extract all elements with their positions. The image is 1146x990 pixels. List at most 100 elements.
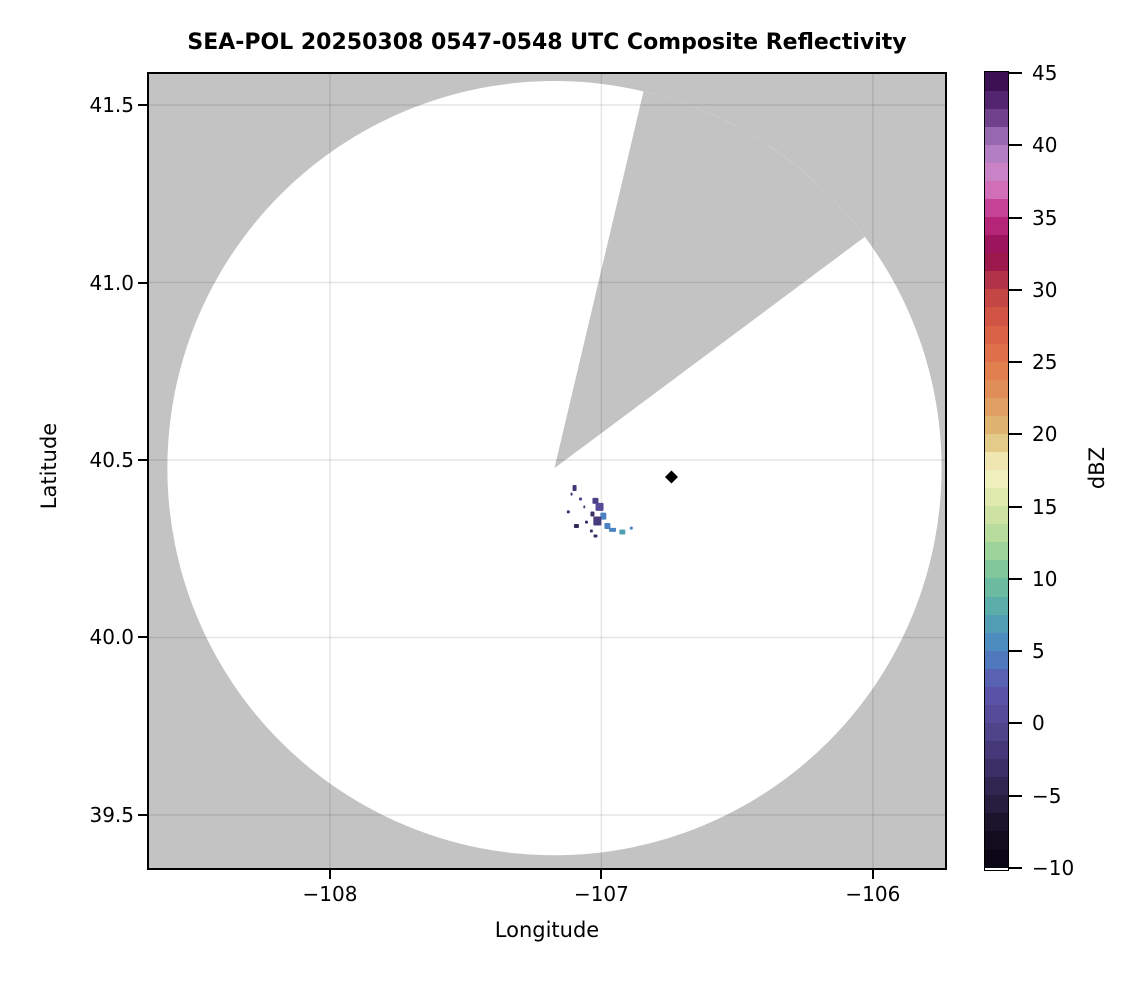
colorbar-tick-label: −10 <box>1032 856 1075 880</box>
y-tick <box>138 104 147 106</box>
colorbar-band <box>985 361 1008 380</box>
colorbar-tick <box>1008 216 1022 219</box>
colorbar-band <box>985 343 1008 362</box>
colorbar-band <box>985 830 1008 850</box>
reflectivity-echo <box>584 520 588 524</box>
colorbar-tick <box>1008 72 1022 74</box>
x-tick-label: −108 <box>302 882 358 906</box>
colorbar-band <box>985 144 1008 163</box>
colorbar-band <box>985 848 1008 868</box>
colorbar-tick-label: 10 <box>1032 566 1058 591</box>
y-tick-label: 40.0 <box>89 625 134 650</box>
colorbar-band <box>985 288 1008 308</box>
x-axis-label: Longitude <box>494 918 600 942</box>
colorbar-tick <box>1008 361 1022 364</box>
chart-title: SEA-POL 20250308 0547-0548 UTC Composite… <box>187 30 907 55</box>
colorbar-band <box>985 379 1008 398</box>
colorbar-band <box>985 812 1008 832</box>
colorbar-tick <box>1008 288 1022 291</box>
y-tick <box>138 636 147 639</box>
colorbar-band <box>985 234 1008 254</box>
colorbar-tick <box>1008 722 1022 725</box>
colorbar-band <box>985 523 1008 543</box>
colorbar-band <box>985 451 1008 471</box>
colorbar-band <box>985 108 1008 127</box>
colorbar-band <box>985 740 1008 760</box>
reflectivity-echo <box>589 529 593 533</box>
reflectivity-echo <box>604 523 611 530</box>
reflectivity-echo <box>593 534 598 538</box>
reflectivity-echo <box>579 497 583 501</box>
colorbar-band <box>985 595 1008 615</box>
colorbar-band <box>985 433 1008 453</box>
colorbar-band <box>985 541 1008 561</box>
reflectivity-echo <box>572 485 577 492</box>
colorbar-tick-label: 45 <box>1032 61 1058 85</box>
colorbar-band <box>985 216 1008 236</box>
colorbar-band <box>985 252 1008 272</box>
colorbar-tick <box>1008 650 1022 653</box>
colorbar-band <box>985 758 1008 778</box>
colorbar-band <box>985 90 1008 109</box>
reflectivity-echo <box>592 497 599 504</box>
x-tick-label: −106 <box>845 882 901 906</box>
reflectivity-echo <box>566 510 570 514</box>
y-tick-label: 41.5 <box>89 93 134 117</box>
colorbar-band <box>985 180 1008 200</box>
radar-map-svg <box>147 72 947 870</box>
colorbar-band <box>985 632 1008 651</box>
colorbar-band <box>985 162 1008 181</box>
colorbar-tick <box>1008 433 1022 436</box>
colorbar <box>984 71 1009 871</box>
colorbar-band <box>985 397 1008 416</box>
reflectivity-echo <box>595 502 604 511</box>
colorbar-tick-label: 30 <box>1032 277 1058 302</box>
colorbar-tick-label: 5 <box>1032 639 1045 664</box>
y-tick <box>138 281 147 284</box>
plot-frame <box>147 72 947 870</box>
reflectivity-echo <box>573 524 579 529</box>
x-tick-label: −107 <box>573 882 629 906</box>
reflectivity-echo <box>593 516 602 526</box>
colorbar-band <box>985 559 1008 579</box>
colorbar-tick-label: 35 <box>1032 205 1058 230</box>
site-marker-diamond <box>664 470 678 484</box>
colorbar-band <box>985 487 1008 507</box>
reflectivity-echo <box>609 527 617 532</box>
reflectivity-echo <box>619 529 626 535</box>
colorbar-band <box>985 776 1008 796</box>
y-tick-label: 41.0 <box>89 270 134 295</box>
reflectivity-echo <box>583 505 586 509</box>
plot-area <box>147 72 947 870</box>
colorbar-tick-label: 15 <box>1032 494 1058 519</box>
y-tick-label: 40.5 <box>89 447 134 472</box>
colorbar-label: dBZ <box>1085 446 1109 490</box>
colorbar-tick-label: −5 <box>1032 783 1062 808</box>
x-tick <box>871 870 874 879</box>
y-tick-label: 39.5 <box>89 802 134 827</box>
colorbar-band <box>985 469 1008 489</box>
colorbar-band <box>985 650 1008 669</box>
x-tick <box>328 870 331 879</box>
colorbar-tick <box>1008 867 1022 869</box>
colorbar-band <box>985 270 1008 290</box>
colorbar-tick-label: 25 <box>1032 350 1058 375</box>
colorbar-tick <box>1008 505 1022 508</box>
y-tick <box>138 813 147 816</box>
blocked-sector <box>554 91 865 469</box>
colorbar-band <box>985 505 1008 525</box>
reflectivity-echo <box>629 526 633 530</box>
colorbar-band <box>985 126 1008 145</box>
x-tick <box>600 870 603 879</box>
y-axis-label: Latitude <box>37 422 61 510</box>
colorbar-band <box>985 306 1008 326</box>
colorbar-tick-label: 40 <box>1032 133 1058 158</box>
colorbar-band <box>985 722 1008 742</box>
colorbar-band <box>985 324 1008 344</box>
reflectivity-echo <box>600 512 607 520</box>
colorbar-tick-label: 20 <box>1032 422 1058 447</box>
colorbar-band <box>985 704 1008 724</box>
reflectivity-echo <box>570 492 573 496</box>
colorbar-tick <box>1008 144 1022 147</box>
